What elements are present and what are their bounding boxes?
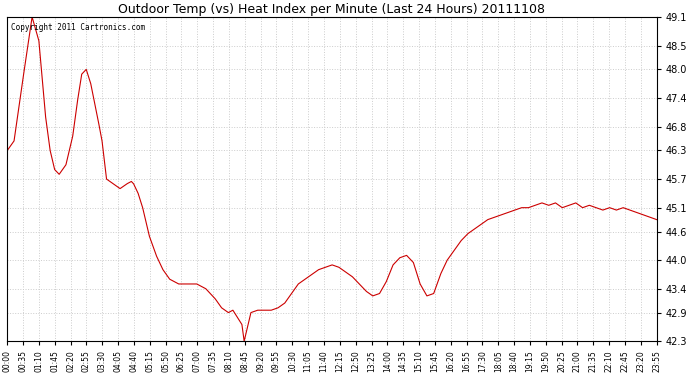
Title: Outdoor Temp (vs) Heat Index per Minute (Last 24 Hours) 20111108: Outdoor Temp (vs) Heat Index per Minute …	[119, 3, 545, 16]
Text: Copyright 2011 Cartronics.com: Copyright 2011 Cartronics.com	[10, 23, 145, 32]
